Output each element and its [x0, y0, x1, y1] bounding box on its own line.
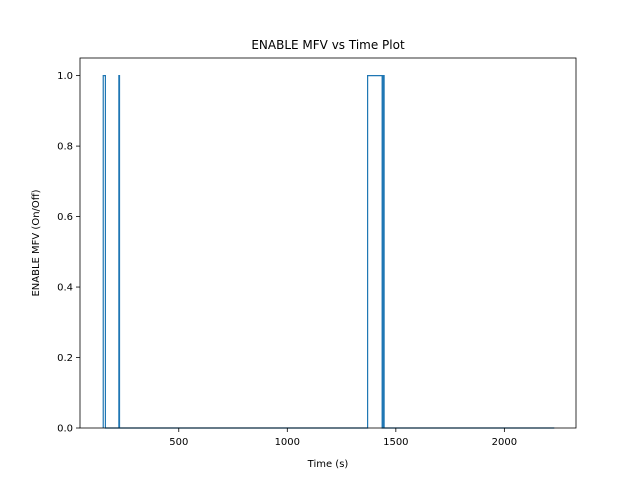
y-tick-label-2: 0.4 — [57, 283, 73, 294]
plot-area: 500 1000 1500 2000 0.0 0.2 0.4 0.6 0.8 1.0 — [57, 57, 577, 448]
y-axis-label: ENABLE MFV (On/Off) — [31, 189, 42, 296]
x-tick-label-3: 2000 — [492, 437, 517, 448]
axes-frame — [79, 57, 577, 429]
y-tick-label-0: 0.0 — [57, 424, 73, 435]
y-tick-label-1: 0.2 — [57, 353, 73, 364]
y-tick-label-5: 1.0 — [57, 71, 73, 82]
x-tick-label-0: 500 — [169, 437, 188, 448]
x-axis-label: Time (s) — [307, 459, 349, 470]
y-tick-label-3: 0.6 — [57, 212, 73, 223]
x-tick-label-2: 1500 — [383, 437, 408, 448]
x-tick-label-1: 1000 — [275, 437, 300, 448]
chart-title: ENABLE MFV vs Time Plot — [251, 38, 405, 52]
y-tick-label-4: 0.8 — [57, 142, 73, 153]
